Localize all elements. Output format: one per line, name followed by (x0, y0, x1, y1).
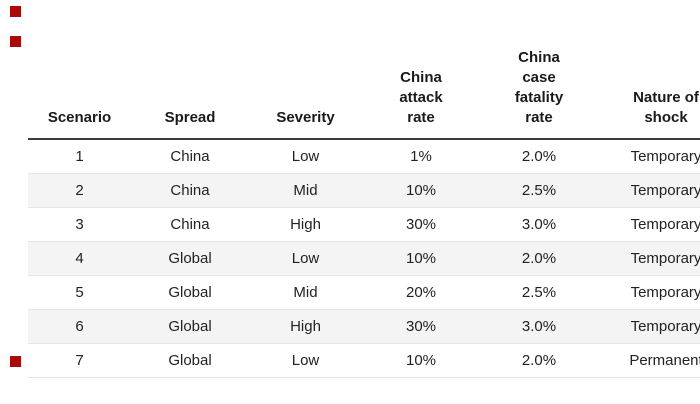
cell-scenario: 7 (28, 343, 131, 378)
table-row: 7 Global Low 10% 2.0% Permanent (28, 343, 700, 378)
table-row: 6 Global High 30% 3.0% Temporary (28, 309, 700, 344)
cell-severity: Mid (249, 275, 362, 310)
table-header-row: Scenario Spread Severity China attack ra… (28, 48, 700, 140)
column-header-spread: Spread (131, 48, 249, 140)
cell-china-attack-rate: 10% (362, 241, 480, 276)
cell-severity: Low (249, 241, 362, 276)
cell-severity: Mid (249, 173, 362, 208)
cell-nature-of-shock: Temporary (598, 139, 700, 174)
cell-spread: China (131, 139, 249, 174)
column-header-china-case-fatality-rate: China case fatality rate (480, 48, 598, 140)
cell-china-attack-rate: 10% (362, 173, 480, 208)
cell-nature-of-shock: Temporary (598, 309, 700, 344)
red-square-marker-icon (10, 356, 21, 367)
cell-nature-of-shock: Permanent (598, 343, 700, 378)
cell-scenario: 5 (28, 275, 131, 310)
table-body: 1 China Low 1% 2.0% Temporary 2 China Mid 10% 2.5%… (28, 139, 700, 378)
cell-severity: High (249, 207, 362, 242)
cell-spread: Global (131, 309, 249, 344)
cell-scenario: 4 (28, 241, 131, 276)
cell-scenario: 1 (28, 139, 131, 174)
cell-nature-of-shock: Temporary (598, 207, 700, 242)
cell-scenario: 2 (28, 173, 131, 208)
cell-spread: Global (131, 343, 249, 378)
column-header-severity: Severity (249, 48, 362, 140)
cell-china-case-fatality-rate: 2.0% (480, 343, 598, 378)
cell-scenario: 3 (28, 207, 131, 242)
table-row: 4 Global Low 10% 2.0% Temporary (28, 241, 700, 276)
cell-scenario: 6 (28, 309, 131, 344)
cell-spread: China (131, 173, 249, 208)
cell-china-attack-rate: 1% (362, 139, 480, 174)
table-row: 1 China Low 1% 2.0% Temporary (28, 139, 700, 174)
red-square-marker-icon (10, 36, 21, 47)
red-square-marker-icon (10, 6, 21, 17)
table-row: 2 China Mid 10% 2.5% Temporary (28, 173, 700, 208)
table-row: 3 China High 30% 3.0% Temporary (28, 207, 700, 242)
cell-china-case-fatality-rate: 2.0% (480, 241, 598, 276)
cell-china-case-fatality-rate: 2.5% (480, 173, 598, 208)
cell-nature-of-shock: Temporary (598, 275, 700, 310)
cell-spread: China (131, 207, 249, 242)
cell-china-case-fatality-rate: 3.0% (480, 309, 598, 344)
cell-nature-of-shock: Temporary (598, 241, 700, 276)
cell-china-case-fatality-rate: 2.0% (480, 139, 598, 174)
cell-spread: Global (131, 275, 249, 310)
cell-china-attack-rate: 30% (362, 207, 480, 242)
cell-severity: Low (249, 343, 362, 378)
cell-china-case-fatality-rate: 2.5% (480, 275, 598, 310)
column-header-china-attack-rate: China attack rate (362, 48, 480, 140)
cell-severity: High (249, 309, 362, 344)
cell-china-case-fatality-rate: 3.0% (480, 207, 598, 242)
cell-china-attack-rate: 30% (362, 309, 480, 344)
table-row: 5 Global Mid 20% 2.5% Temporary (28, 275, 700, 310)
column-header-scenario: Scenario (28, 48, 131, 140)
cell-spread: Global (131, 241, 249, 276)
cell-severity: Low (249, 139, 362, 174)
cell-china-attack-rate: 10% (362, 343, 480, 378)
cell-nature-of-shock: Temporary (598, 173, 700, 208)
scenario-table: Scenario Spread Severity China attack ra… (28, 48, 700, 378)
cell-china-attack-rate: 20% (362, 275, 480, 310)
column-header-nature-of-shock: Nature of shock (598, 48, 700, 140)
